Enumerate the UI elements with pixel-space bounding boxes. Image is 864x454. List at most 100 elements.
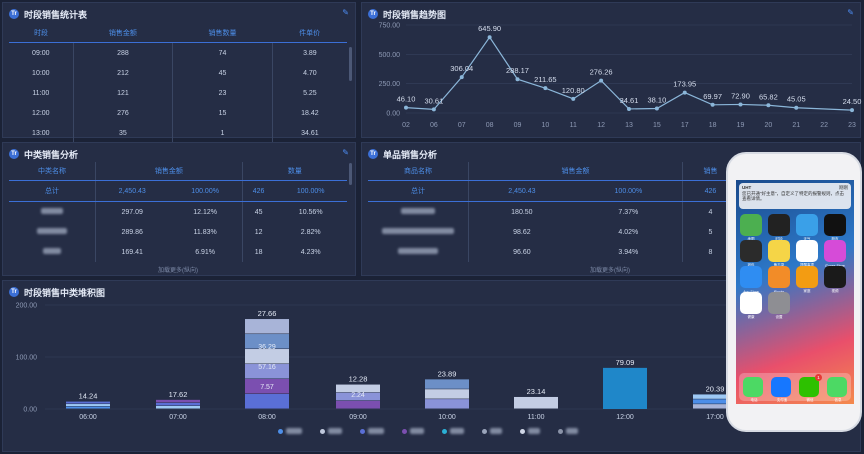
table-cell: 34.61 bbox=[301, 129, 319, 137]
pin-icon[interactable]: ✎ bbox=[847, 8, 854, 17]
total-amount: 2,450.43 bbox=[95, 180, 169, 202]
table-row[interactable]: 169.41 6.91% 18 4.23% bbox=[9, 242, 347, 262]
table-row[interactable]: 11:00 121 23 5.25 bbox=[9, 83, 347, 103]
app-icon[interactable]: 家庭 bbox=[796, 266, 818, 293]
app-icon[interactable]: 提醒事项 bbox=[796, 240, 818, 267]
app-icon[interactable]: 钱包 bbox=[740, 240, 762, 267]
data-label: 645.90 bbox=[478, 24, 501, 33]
data-label: 288.17 bbox=[506, 66, 529, 75]
x-tick-label: 06 bbox=[430, 122, 438, 129]
data-label: 65.82 bbox=[759, 92, 778, 101]
chart-legend[interactable] bbox=[278, 428, 578, 434]
app-icon[interactable]: App Store bbox=[740, 266, 762, 294]
column-header: 商品名称 bbox=[368, 162, 469, 181]
app-label: 时钟 bbox=[775, 237, 783, 241]
data-point bbox=[682, 90, 687, 95]
bar-segment bbox=[693, 404, 737, 409]
y-tick-label: 250.00 bbox=[379, 81, 401, 88]
column-header: 时段 bbox=[9, 24, 74, 43]
table-cell: 98.62 bbox=[513, 228, 531, 236]
app-label: 电话 bbox=[750, 398, 758, 402]
panel-logo-icon: Tr bbox=[368, 9, 378, 19]
legend-item[interactable] bbox=[482, 428, 502, 434]
x-tick-label: 15 bbox=[653, 122, 661, 129]
table-row[interactable]: 297.09 12.12% 45 10.56% bbox=[9, 201, 347, 222]
table-row[interactable]: 12:00 276 15 18.42 bbox=[9, 103, 347, 123]
data-point bbox=[627, 106, 631, 111]
table-row[interactable]: 98.62 4.02% 5 bbox=[368, 222, 738, 242]
table-cell: 4.70 bbox=[303, 69, 317, 77]
table-cell: 121 bbox=[73, 83, 174, 103]
pin-icon[interactable]: ✎ bbox=[342, 148, 349, 157]
table-cell bbox=[9, 222, 96, 242]
bar-total-label: 14.24 bbox=[79, 392, 98, 401]
notification-text: 您已开通“好主意”，自定义了特定的报警规则，点击查看详情。 bbox=[742, 190, 844, 202]
table-cell: 6.91% bbox=[168, 242, 243, 262]
legend-item[interactable] bbox=[558, 428, 578, 434]
legend-item[interactable] bbox=[278, 428, 302, 434]
legend-item[interactable] bbox=[402, 428, 424, 434]
bar-segment bbox=[425, 379, 469, 389]
table-scrollbar[interactable] bbox=[349, 47, 352, 81]
app-icon[interactable]: iBooks bbox=[768, 266, 790, 294]
table-cell: 5 bbox=[708, 228, 713, 236]
data-point bbox=[794, 105, 799, 110]
table-cell: 288 bbox=[73, 42, 174, 63]
table-cell: 13:00 bbox=[9, 123, 74, 143]
table-scrollbar[interactable] bbox=[349, 163, 352, 185]
panel-title: 单品销售分析 bbox=[383, 149, 438, 160]
load-more-link[interactable]: 加载更多(纵向) bbox=[158, 268, 198, 274]
table-cell: 15 bbox=[172, 103, 273, 123]
y-tick-label: 100.00 bbox=[16, 355, 38, 362]
data-point bbox=[404, 105, 408, 110]
app-icon[interactable]: 备忘录 bbox=[768, 240, 790, 267]
app-icon[interactable]: 股市 bbox=[824, 214, 846, 241]
data-point bbox=[599, 78, 604, 83]
dock-app-icon[interactable]: 支付宝 bbox=[771, 377, 791, 402]
data-point bbox=[487, 35, 492, 40]
app-icon[interactable]: 视频 bbox=[824, 266, 846, 293]
pin-icon[interactable]: ✎ bbox=[342, 8, 349, 17]
data-label: 38.10 bbox=[647, 96, 666, 105]
app-icon[interactable]: 地图 bbox=[740, 214, 762, 241]
table-row[interactable]: 10:00 212 45 4.70 bbox=[9, 63, 347, 83]
legend-item[interactable] bbox=[320, 428, 342, 434]
column-header: 数量 bbox=[242, 162, 347, 181]
dock-app-icon[interactable]: 信息 bbox=[827, 377, 847, 402]
table-row[interactable]: 96.60 3.94% 8 bbox=[368, 242, 738, 262]
app-icon[interactable]: 健康 bbox=[740, 292, 762, 319]
total-amount: 2,450.43 bbox=[468, 180, 575, 202]
category-sales-table: 中类名称 销售金额 数量 总计 2,450.43 100.00% 426 100… bbox=[9, 162, 347, 262]
table-row[interactable]: 13:00 35 1 34.61 bbox=[9, 123, 347, 143]
data-label: 69.97 bbox=[703, 92, 722, 101]
push-notification[interactable]: UHT 刚刚 您已开通“好主意”，自定义了特定的报警规则，点击查看详情。 bbox=[739, 183, 851, 209]
data-label: 72.90 bbox=[731, 91, 750, 100]
load-more-link[interactable]: 加载更多(纵向) bbox=[590, 268, 630, 274]
data-label: 24.50 bbox=[843, 97, 862, 106]
table-row[interactable]: 09:00 288 74 3.89 bbox=[9, 42, 347, 63]
total-amount-pct: 100.00% bbox=[574, 180, 683, 202]
phone-screen: UHT 刚刚 您已开通“好主意”，自定义了特定的报警规则，点击查看详情。 地图 时… bbox=[736, 180, 854, 404]
table-cell: 11.83% bbox=[168, 222, 243, 242]
y-tick-label: 500.00 bbox=[379, 52, 401, 59]
app-icon[interactable]: iTunes Store bbox=[824, 240, 846, 268]
legend-item[interactable] bbox=[360, 428, 384, 434]
bar-segment bbox=[245, 349, 289, 364]
table-cell: 11:00 bbox=[9, 83, 74, 103]
table-cell: 180.50 bbox=[511, 208, 533, 216]
category-sales-panel: Tr 中类销售分析 ✎ 中类名称 销售金额 数量 总计 2,450.43 100.… bbox=[2, 142, 356, 276]
table-cell: 35 bbox=[73, 123, 174, 143]
app-icon[interactable]: 设置 bbox=[768, 292, 790, 319]
x-tick-label: 12:00 bbox=[616, 414, 634, 421]
legend-item[interactable] bbox=[442, 428, 464, 434]
table-row[interactable]: 180.50 7.37% 4 bbox=[368, 201, 738, 222]
table-row[interactable]: 289.86 11.83% 12 2.82% bbox=[9, 222, 347, 242]
app-icon[interactable]: 时钟 bbox=[768, 214, 790, 241]
table-cell: 8 bbox=[708, 248, 713, 256]
dock-app-icon[interactable]: 1 微信 bbox=[799, 374, 822, 402]
dock-app-icon[interactable]: 电话 bbox=[743, 377, 763, 402]
legend-item[interactable] bbox=[520, 428, 540, 434]
bar-total-label: 23.14 bbox=[527, 387, 546, 396]
app-icon[interactable]: 天气 bbox=[796, 214, 818, 241]
trend-line-chart: 0.00 250.00 500.00 750.00 02 46.10 06 30.61 07 30… bbox=[379, 23, 862, 130]
